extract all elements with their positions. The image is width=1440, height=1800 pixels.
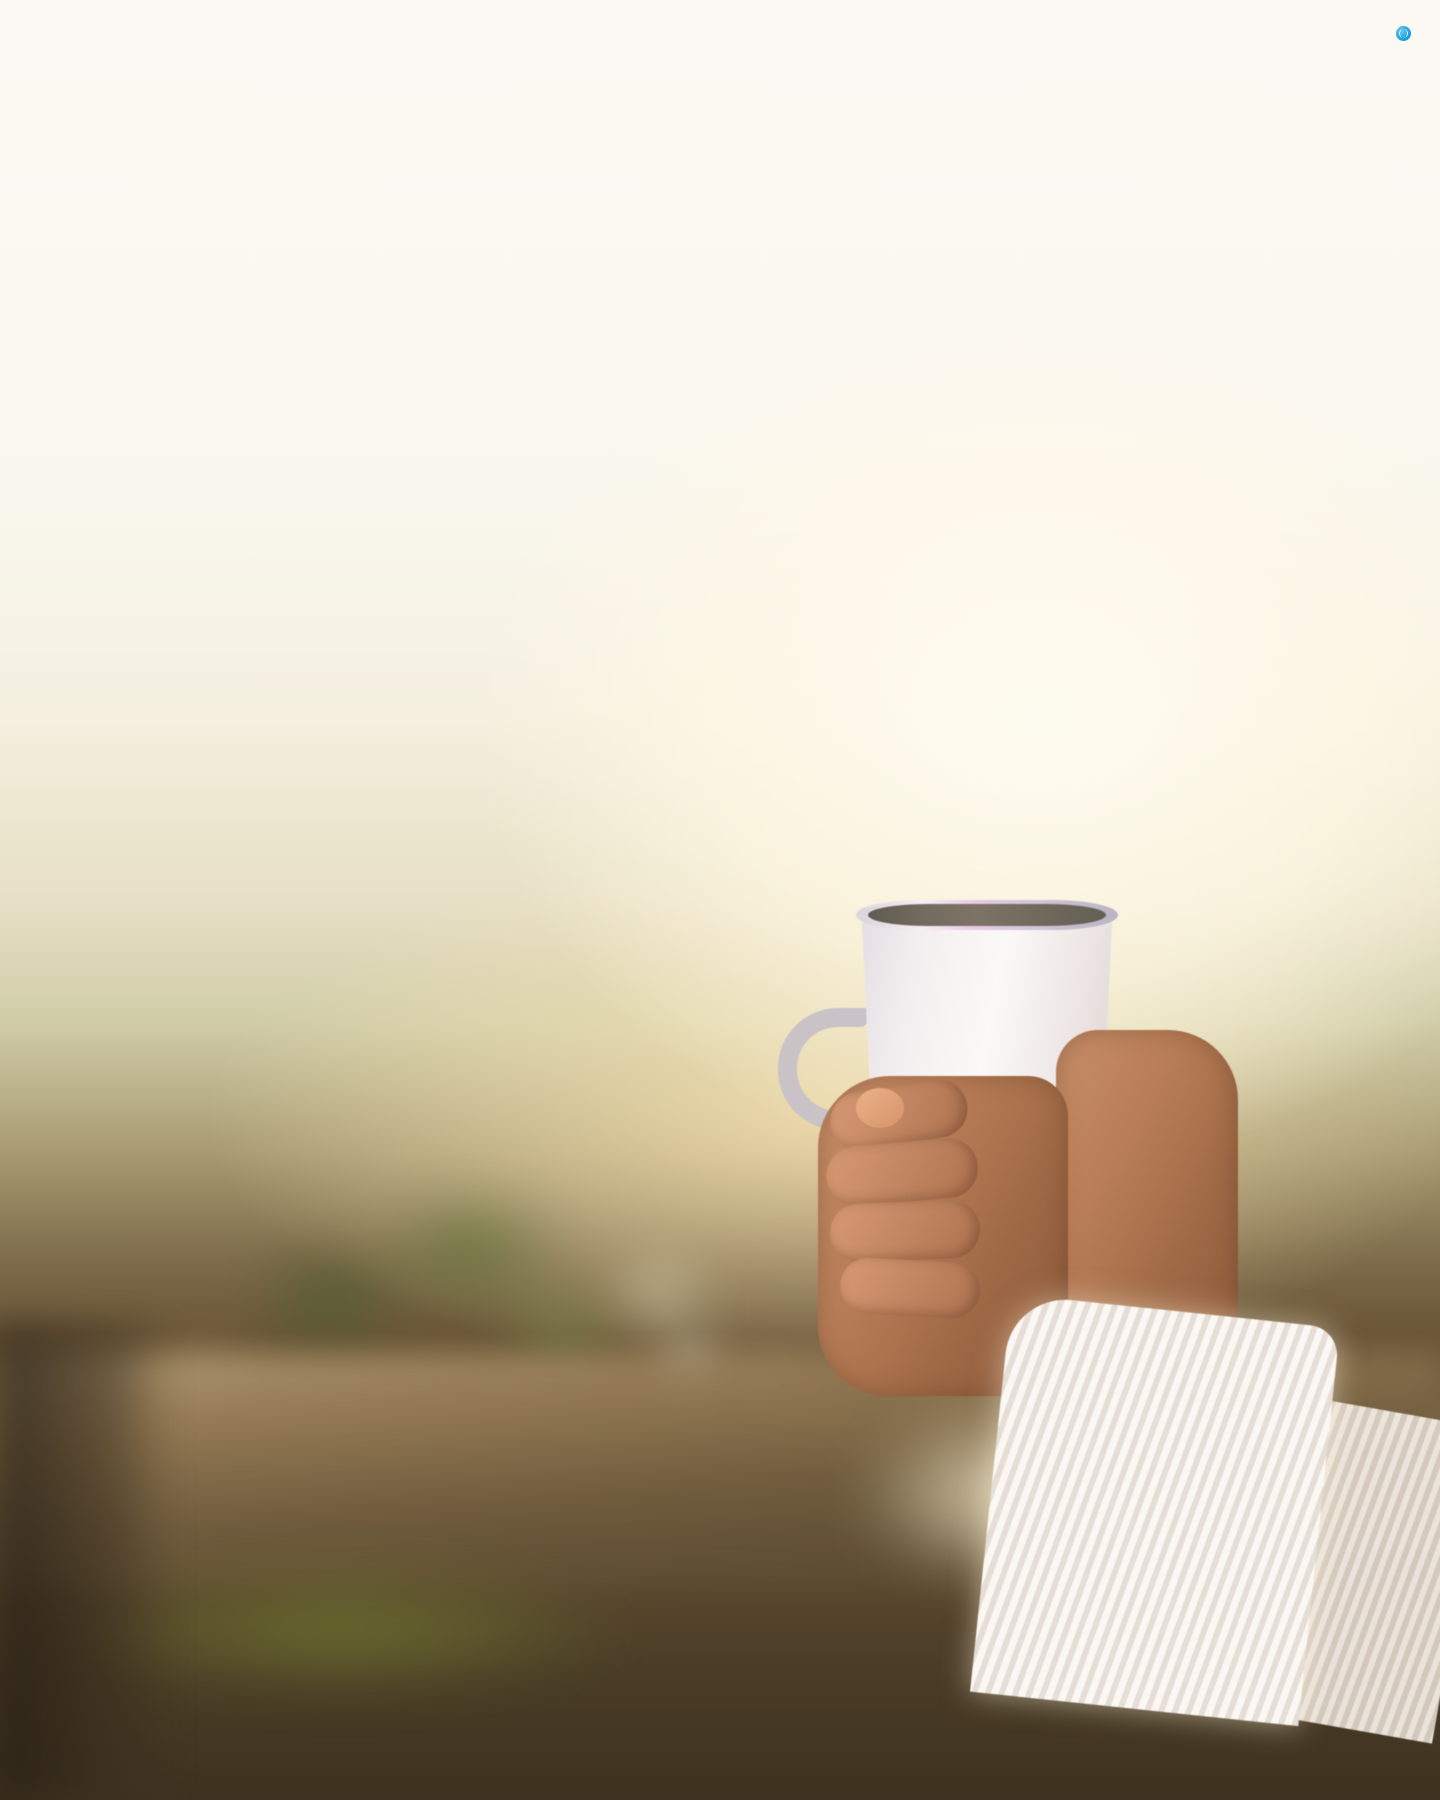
globe-icon	[1396, 26, 1411, 41]
logo-sub-lockup	[1396, 26, 1416, 41]
brand-logo[interactable]	[1396, 22, 1416, 41]
